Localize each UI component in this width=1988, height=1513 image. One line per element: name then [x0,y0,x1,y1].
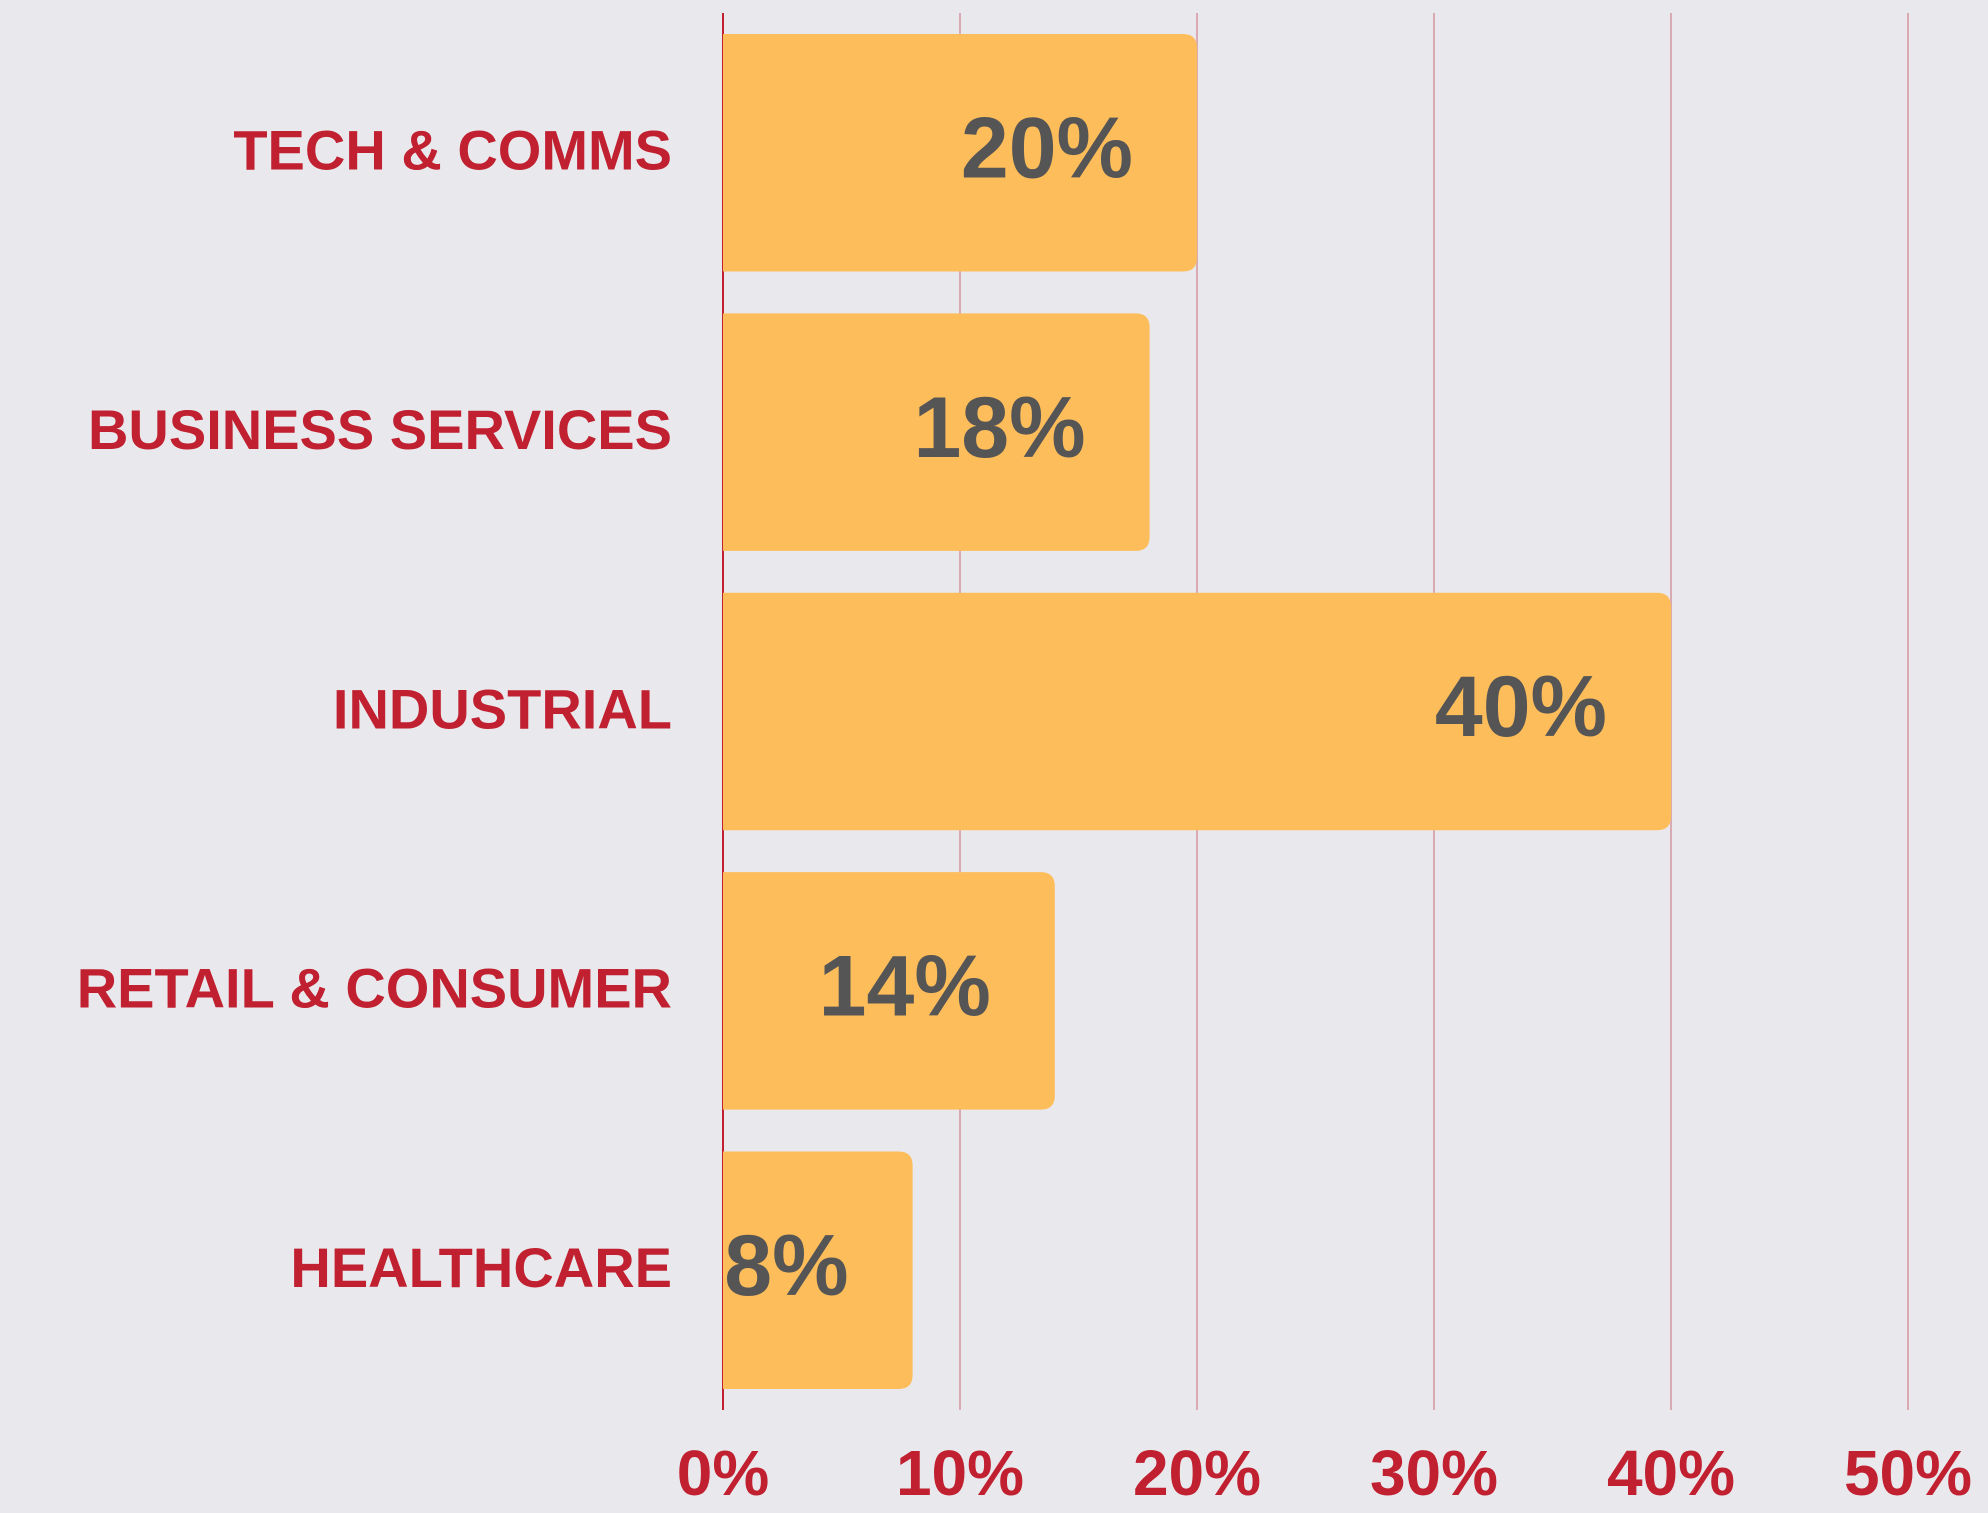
x-tick-label: 50% [1844,1437,1972,1509]
value-label: 40% [1435,659,1607,755]
y-tick-label: TECH & COMMS [233,118,672,181]
bar [723,872,1055,1110]
value-label: 14% [819,939,991,1035]
x-tick-label: 0% [677,1437,770,1509]
bar [723,592,1671,831]
y-tick-label: RETAIL & CONSUMER [77,957,672,1020]
value-label: 20% [961,100,1133,196]
bar [723,33,1197,272]
value-label: 8% [724,1218,848,1314]
x-tick-label: 40% [1607,1437,1735,1509]
x-tick-label: 20% [1133,1437,1261,1509]
value-label: 18% [913,380,1085,476]
bar [723,1151,913,1390]
x-tick-label: 10% [896,1437,1024,1509]
y-tick-label: HEALTHCARE [290,1236,672,1299]
y-tick-label: INDUSTRIAL [333,677,672,740]
bar [723,313,1150,551]
y-tick-label: BUSINESS SERVICES [88,398,672,461]
x-tick-label: 30% [1370,1437,1498,1509]
